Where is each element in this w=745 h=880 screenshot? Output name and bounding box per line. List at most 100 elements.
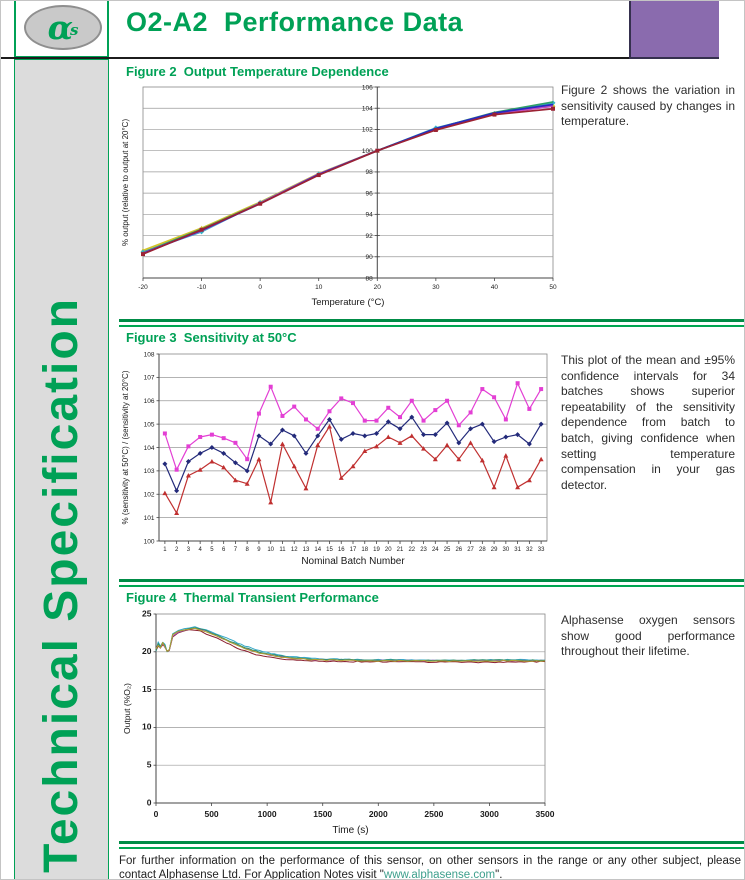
figure2-caption: Figure 2 Output Temperature Dependence: [126, 64, 389, 79]
svg-text:19: 19: [373, 547, 380, 553]
svg-text:500: 500: [204, 809, 218, 819]
footer-text: For further information on the performan…: [119, 854, 741, 880]
svg-text:33: 33: [538, 547, 545, 553]
section-divider-2: [119, 579, 744, 587]
page-title: O2-A2 Performance Data: [126, 7, 464, 37]
svg-text:3000: 3000: [480, 809, 499, 819]
svg-text:50: 50: [549, 284, 557, 291]
svg-text:7: 7: [234, 547, 238, 553]
svg-text:14: 14: [314, 547, 321, 553]
svg-text:2: 2: [175, 547, 179, 553]
section-divider-1: [119, 319, 744, 327]
svg-text:17: 17: [350, 547, 357, 553]
svg-text:2000: 2000: [369, 809, 388, 819]
svg-text:4: 4: [198, 547, 202, 553]
svg-text:10: 10: [142, 722, 152, 732]
svg-text:30: 30: [432, 284, 440, 291]
svg-text:15: 15: [326, 547, 333, 553]
svg-text:10: 10: [315, 284, 323, 291]
svg-text:32: 32: [526, 547, 533, 553]
svg-text:Nominal Batch Number: Nominal Batch Number: [301, 556, 405, 567]
svg-text:105: 105: [144, 421, 155, 428]
svg-text:106: 106: [144, 398, 155, 405]
svg-text:21: 21: [397, 547, 404, 553]
alphasense-logo-oval: α s: [24, 5, 102, 50]
footer-text-before-link: For further information on the performan…: [119, 855, 741, 880]
alphasense-logo: α s: [14, 1, 109, 58]
svg-text:94: 94: [366, 212, 374, 219]
svg-text:29: 29: [491, 547, 498, 553]
svg-text:0: 0: [258, 284, 262, 291]
footer-text-after-link: ".: [495, 869, 503, 880]
figure4-caption: Figure 4 Thermal Transient Performance: [126, 590, 379, 605]
figure4-chart: 0 5 10 15 20 25 0 500 1000 1500 2000 2500 3000 3500 Ti…: [122, 608, 555, 836]
svg-text:40: 40: [491, 284, 499, 291]
figure3-description: This plot of the mean and ±95% confidenc…: [561, 353, 735, 492]
svg-text:92: 92: [366, 233, 374, 240]
svg-text:12: 12: [291, 547, 298, 553]
svg-text:9: 9: [257, 547, 261, 553]
svg-text:1: 1: [163, 547, 167, 553]
svg-text:104: 104: [362, 106, 373, 113]
svg-text:20: 20: [142, 646, 152, 656]
footer-divider: [119, 841, 744, 849]
svg-text:Temperature (°C): Temperature (°C): [312, 297, 385, 308]
svg-text:1500: 1500: [313, 809, 332, 819]
svg-text:101: 101: [144, 515, 155, 522]
svg-text:26: 26: [455, 547, 462, 553]
footer-link[interactable]: www.alphasense.com: [383, 869, 496, 880]
svg-text:96: 96: [366, 190, 374, 197]
svg-text:102: 102: [144, 492, 155, 499]
svg-text:20: 20: [385, 547, 392, 553]
svg-text:104: 104: [144, 445, 155, 452]
header-rule: [1, 57, 630, 59]
svg-text:18: 18: [361, 547, 368, 553]
svg-text:11: 11: [279, 547, 286, 553]
svg-text:100: 100: [362, 148, 373, 155]
figure4-description: Alphasense oxygen sensors show good perf…: [561, 613, 735, 659]
svg-text:27: 27: [467, 547, 474, 553]
svg-text:0: 0: [154, 809, 159, 819]
svg-text:0: 0: [147, 797, 152, 807]
figure2-description: Figure 2 shows the variation in sensitiv…: [561, 83, 735, 129]
svg-text:5: 5: [210, 547, 214, 553]
svg-text:2500: 2500: [424, 809, 443, 819]
purple-accent-block: [629, 1, 719, 59]
svg-text:25: 25: [444, 547, 451, 553]
svg-text:108: 108: [144, 351, 155, 358]
svg-text:30: 30: [503, 547, 510, 553]
svg-text:5: 5: [147, 760, 152, 770]
svg-text:24: 24: [432, 547, 439, 553]
svg-text:25: 25: [142, 608, 152, 618]
svg-text:16: 16: [338, 547, 345, 553]
svg-text:13: 13: [303, 547, 310, 553]
figure2-chart: 88 90 92 94 96 98 100 102 104 106 -20 -10 0 10 20 30 40 5…: [121, 84, 557, 308]
svg-text:31: 31: [514, 547, 521, 553]
svg-text:103: 103: [144, 468, 155, 475]
svg-text:102: 102: [362, 127, 373, 134]
svg-text:106: 106: [362, 84, 373, 91]
svg-text:28: 28: [479, 547, 486, 553]
figure3-caption: Figure 3 Sensitivity at 50°C: [126, 330, 297, 345]
svg-text:-10: -10: [197, 284, 207, 291]
svg-text:10: 10: [267, 547, 274, 553]
svg-text:% (sensitivity at 50°C) / (sen: % (sensitivity at 50°C) / (sensitivity a…: [121, 370, 130, 524]
svg-text:88: 88: [366, 275, 374, 282]
svg-text:1000: 1000: [258, 809, 277, 819]
svg-text:Output (%O₂): Output (%O₂): [122, 683, 132, 734]
svg-text:23: 23: [420, 547, 427, 553]
logo-s-glyph: s: [69, 21, 79, 39]
svg-text:100: 100: [144, 538, 155, 545]
svg-text:90: 90: [366, 254, 374, 261]
sidebar: Technical Specification: [14, 59, 109, 879]
svg-text:8: 8: [246, 547, 250, 553]
logo-alpha-glyph: α: [47, 8, 73, 47]
svg-text:98: 98: [366, 169, 374, 176]
svg-text:22: 22: [408, 547, 415, 553]
svg-text:-20: -20: [138, 284, 148, 291]
svg-text:15: 15: [142, 684, 152, 694]
sidebar-label: Technical Specification: [35, 297, 88, 873]
svg-text:3: 3: [187, 547, 191, 553]
